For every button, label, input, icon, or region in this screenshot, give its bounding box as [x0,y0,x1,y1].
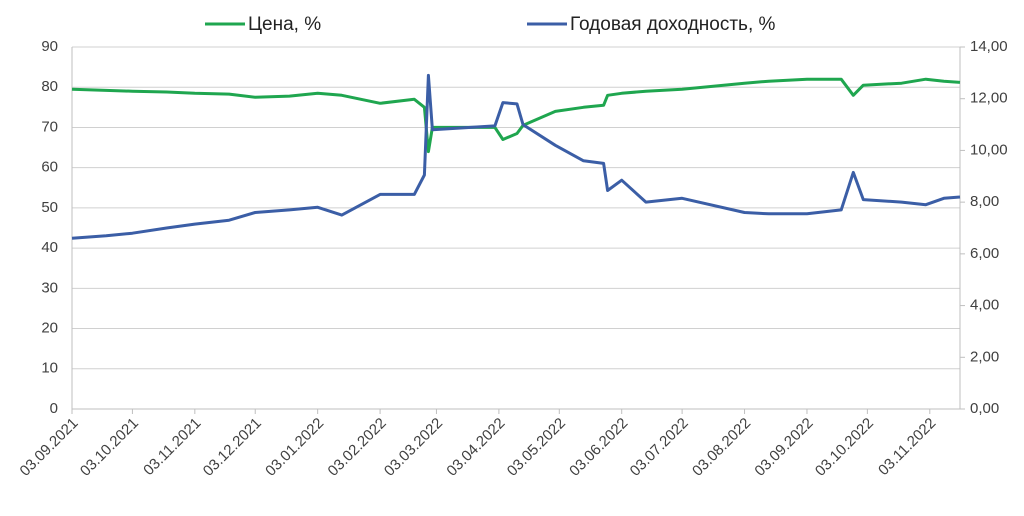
x-tick-label: 03.02.2022 [325,415,390,480]
y-tick-label: 60 [41,159,58,176]
x-tick-label: 03.09.2021 [17,415,82,480]
x-tick-label: 03.11.2021 [140,415,204,479]
legend-label: Годовая доходность, % [570,14,776,35]
x-tick-label: 03.07.2022 [627,415,692,480]
y2-tick-label: 12,00 [970,90,1008,107]
legend: Цена, % Годовая доходность, % [205,14,776,35]
y-tick-label: 0 [50,400,58,417]
y2-tick-label: 14,00 [970,38,1008,55]
x-tick-label: 03.08.2022 [689,415,754,480]
x-tick-label: 03.10.2022 [812,415,877,480]
y2-tick-label: 0,00 [970,400,999,417]
x-tick-label: 03.05.2022 [504,415,569,480]
y2-tick-label: 8,00 [970,193,999,210]
x-tick-label: 03.03.2022 [381,415,446,480]
series-line [71,73,961,240]
y2-tick-label: 2,00 [970,348,999,365]
y-tick-label: 50 [41,199,58,216]
y2-tick-label: 10,00 [970,141,1008,158]
y-tick-label: 70 [41,118,58,135]
y-tick-label: 10 [41,360,58,377]
series-line [71,77,961,154]
x-tick-label: 03.10.2021 [77,415,142,480]
y2-tick-label: 4,00 [970,297,999,314]
y-tick-label: 90 [41,38,58,55]
legend-label: Цена, % [248,14,321,35]
x-tick-label: 03.04.2022 [443,415,508,480]
x-tick-label: 03.11.2022 [875,415,939,479]
x-tick-label: 03.01.2022 [262,415,327,480]
x-tick-label: 03.12.2021 [200,415,265,480]
y-tick-label: 80 [41,78,58,95]
x-tick-label: 03.09.2022 [751,415,816,480]
y2-tick-label: 6,00 [970,245,999,262]
y-tick-label: 40 [41,239,58,256]
x-tick-label: 03.06.2022 [566,415,631,480]
y-tick-label: 30 [41,279,58,296]
y-tick-label: 20 [41,320,58,337]
